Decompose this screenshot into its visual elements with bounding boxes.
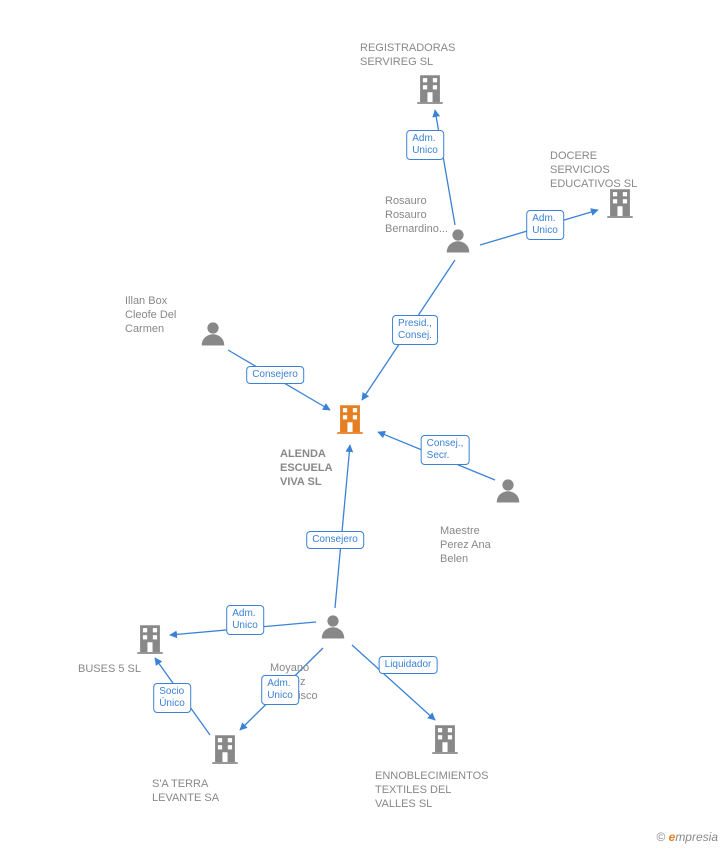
node-label: Maestre Perez Ana Belen	[440, 525, 580, 566]
edge-label: Presid., Consej.	[392, 315, 438, 345]
copyright-symbol: ©	[656, 830, 665, 844]
node-label: S'A TERRA LEVANTE SA	[152, 778, 292, 806]
edge-label: Liquidador	[379, 656, 438, 674]
edge-label: Socio Único	[153, 683, 191, 713]
node-label: REGISTRADORAS SERVIREG SL	[360, 42, 500, 70]
diagram-canvas: ALENDA ESCUELA VIVA SL REGISTRADORAS SER…	[0, 0, 728, 850]
node-label: BUSES 5 SL	[78, 663, 218, 677]
edge-label: Consej., Secr.	[421, 435, 470, 465]
edge-label: Adm. Unico	[226, 605, 264, 635]
edge-label: Adm. Unico	[261, 675, 299, 705]
edge-label: Consejero	[306, 531, 364, 549]
person-icon	[318, 611, 348, 646]
node-label: DOCERE SERVICIOS EDUCATIVOS SL	[550, 150, 690, 191]
edge-label: Adm. Unico	[526, 210, 564, 240]
node-label: ENNOBLECIMIENTOS TEXTILES DEL VALLES SL	[375, 770, 515, 811]
building-icon	[428, 721, 462, 760]
person-icon	[493, 475, 523, 510]
brand-rest: mpresia	[675, 830, 718, 844]
node-label: ALENDA ESCUELA VIVA SL	[280, 448, 420, 489]
building-icon	[413, 71, 447, 110]
edge-label: Consejero	[246, 366, 304, 384]
building-icon	[208, 731, 242, 770]
copyright: © empresia	[656, 830, 718, 844]
building-icon	[133, 621, 167, 660]
node-label: Rosauro Rosauro Bernardino...	[385, 195, 525, 236]
node-label: Illan Box Cleofe Del Carmen	[125, 295, 265, 336]
building-icon	[333, 401, 367, 440]
edge-label: Adm. Unico	[406, 130, 444, 160]
